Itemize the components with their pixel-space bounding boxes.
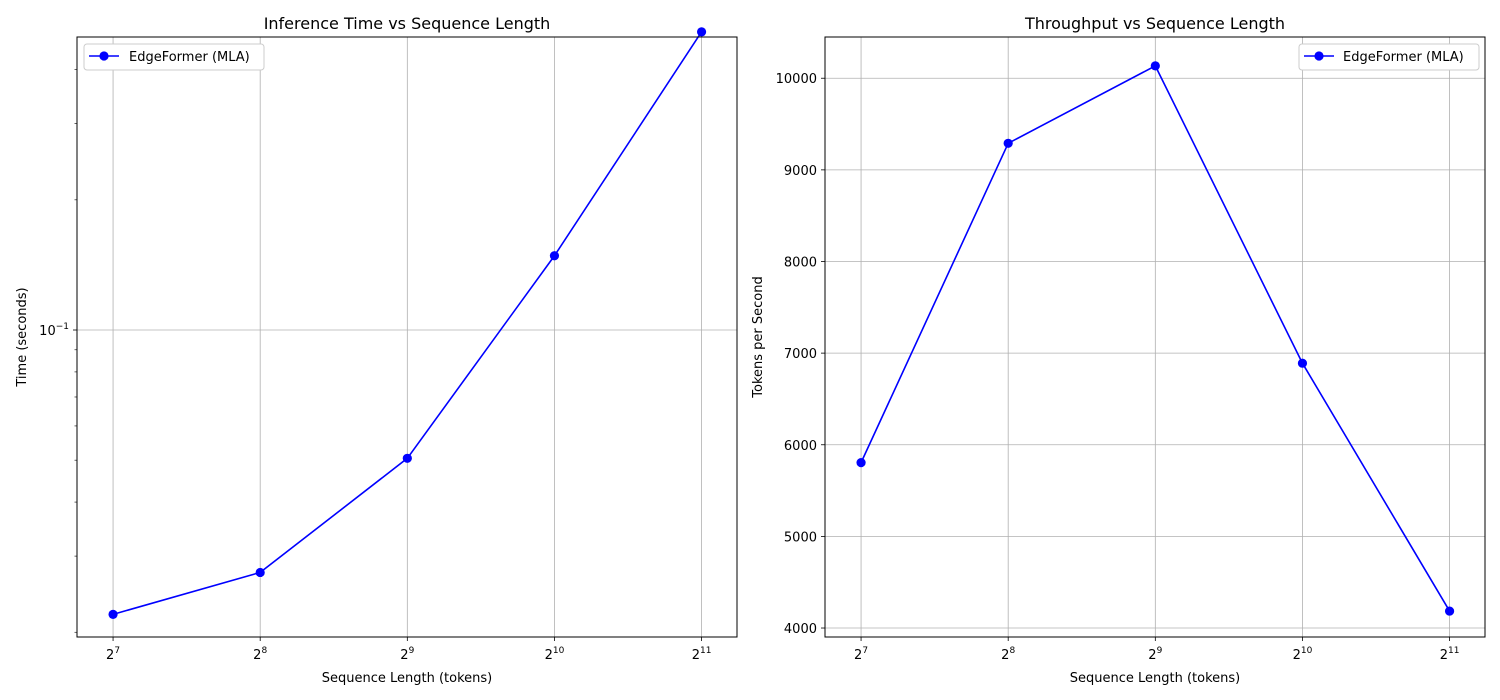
x-axis-ticks: 27 28 29 210 211 [854,637,1459,663]
y-tick-label: 9000 [784,164,817,179]
y-axis-label: Time (seconds) [15,287,30,387]
y-tick-label: 4000 [784,622,817,637]
y-tick-label: 7000 [784,347,817,362]
series-marks [856,61,1455,616]
x-tick-label: 28 [1001,646,1015,663]
data-point [108,609,118,619]
legend-marker [1314,51,1324,61]
x-axis-ticks: 27 28 29 210 211 [106,637,711,663]
grid [825,37,1485,637]
y-tick-label: 10−1 [39,322,69,339]
x-tick-label: 29 [400,646,414,663]
y-axis-ticks: 10−1 [39,322,77,339]
legend-frame [83,43,265,71]
y-axis-label: Tokens per Second [751,276,766,398]
chart-title: Inference Time vs Sequence Length [264,14,551,33]
x-tick-label: 211 [1440,646,1460,663]
data-point [1150,61,1160,71]
x-tick-label: 29 [1148,646,1162,663]
grid [77,37,737,637]
data-point [1297,358,1308,368]
x-tick-label: 210 [1293,646,1313,663]
data-point [696,27,707,37]
x-axis-label: Sequence Length (tokens) [1070,671,1241,686]
inference-time-chart: 27 28 29 210 211 10−1 Inference Time vs Sequ… [15,14,738,686]
y-axis-ticks: 4000 5000 6000 7000 8000 9000 10000 [776,72,825,637]
legend-marker [99,51,109,61]
legend: EdgeFormer (MLA) [1298,43,1480,71]
y-tick-label: 6000 [784,439,817,454]
y-tick-label: 8000 [784,255,817,270]
chart-title: Throughput vs Sequence Length [1024,14,1285,33]
x-tick-label: 210 [545,646,565,663]
legend-label: EdgeFormer (MLA) [129,50,250,65]
data-point [549,251,560,261]
legend: EdgeFormer (MLA) [83,43,265,71]
legend-frame [1298,43,1480,71]
series-marks [108,27,707,619]
x-tick-label: 28 [253,646,267,663]
throughput-chart: 27 28 29 210 211 4000 5000 6000 7000 8000 9000 100… [751,14,1486,686]
data-point [402,453,412,463]
data-point [856,458,866,468]
data-point [255,567,265,578]
x-axis-label: Sequence Length (tokens) [322,671,493,686]
data-point [1444,606,1455,616]
x-tick-label: 211 [692,646,712,663]
x-tick-label: 27 [854,646,868,663]
data-point [1003,138,1013,148]
y-tick-label: 10000 [776,72,817,87]
y-tick-label: 5000 [784,530,817,545]
x-tick-label: 27 [106,646,120,663]
legend-label: EdgeFormer (MLA) [1343,50,1464,65]
